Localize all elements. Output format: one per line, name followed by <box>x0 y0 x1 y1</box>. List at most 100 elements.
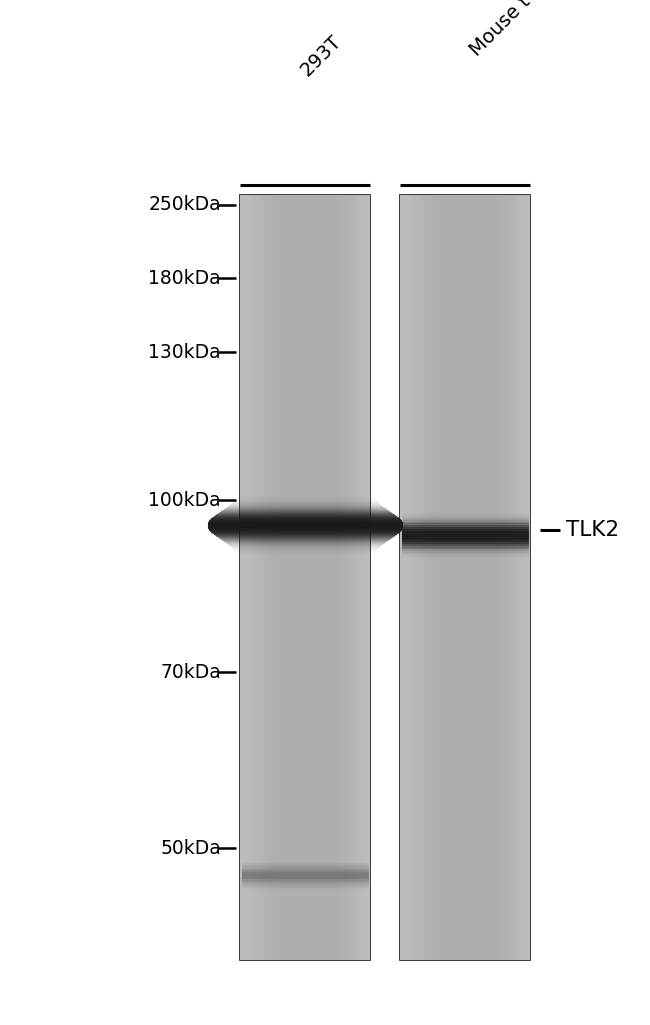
Bar <box>521 195 523 960</box>
Bar <box>342 195 344 960</box>
Bar <box>264 195 266 960</box>
Bar <box>495 195 497 960</box>
Text: 250kDa: 250kDa <box>148 196 221 214</box>
Bar <box>400 195 402 960</box>
Bar <box>471 195 474 960</box>
Bar <box>502 195 504 960</box>
Bar <box>404 195 406 960</box>
Bar <box>409 195 411 960</box>
Bar <box>465 195 467 960</box>
Bar <box>316 195 318 960</box>
Bar <box>283 195 285 960</box>
Bar <box>281 195 283 960</box>
Bar <box>298 195 301 960</box>
Bar <box>493 195 495 960</box>
Bar <box>318 195 320 960</box>
Bar <box>340 195 342 960</box>
Bar <box>311 195 314 960</box>
Bar <box>476 195 478 960</box>
Bar <box>320 195 322 960</box>
Bar <box>270 195 272 960</box>
Bar <box>435 195 437 960</box>
Bar <box>456 195 458 960</box>
Text: Mouse testis: Mouse testis <box>467 0 567 60</box>
Bar <box>422 195 424 960</box>
Bar <box>415 195 417 960</box>
Bar <box>491 195 493 960</box>
Bar <box>251 195 253 960</box>
Bar <box>255 195 257 960</box>
Bar <box>355 195 357 960</box>
Bar <box>301 195 303 960</box>
Bar <box>277 195 279 960</box>
Text: 293T: 293T <box>296 32 345 80</box>
Bar <box>458 195 461 960</box>
Bar <box>327 195 329 960</box>
Bar <box>500 195 502 960</box>
Bar <box>432 195 435 960</box>
Bar <box>361 195 363 960</box>
Bar <box>413 195 415 960</box>
Bar <box>411 195 413 960</box>
Bar <box>279 195 281 960</box>
Bar <box>400 195 530 960</box>
Bar <box>528 195 530 960</box>
Bar <box>480 195 482 960</box>
Bar <box>523 195 526 960</box>
Bar <box>368 195 370 960</box>
Bar <box>359 195 361 960</box>
Bar <box>526 195 528 960</box>
Bar <box>240 195 242 960</box>
Bar <box>448 195 450 960</box>
Bar <box>353 195 355 960</box>
Bar <box>519 195 521 960</box>
Bar <box>430 195 432 960</box>
Bar <box>487 195 489 960</box>
Bar <box>417 195 419 960</box>
Bar <box>324 195 327 960</box>
Bar <box>445 195 448 960</box>
Bar <box>346 195 348 960</box>
Bar <box>474 195 476 960</box>
Bar <box>272 195 275 960</box>
Bar <box>482 195 484 960</box>
Bar <box>437 195 439 960</box>
Bar <box>285 195 288 960</box>
Bar <box>469 195 471 960</box>
Bar <box>335 195 337 960</box>
Bar <box>441 195 443 960</box>
Bar <box>450 195 452 960</box>
Bar <box>363 195 366 960</box>
Bar <box>504 195 506 960</box>
Bar <box>515 195 517 960</box>
Bar <box>461 195 463 960</box>
Bar <box>242 195 244 960</box>
Bar <box>257 195 259 960</box>
Bar <box>240 195 370 960</box>
Bar <box>428 195 430 960</box>
Bar <box>497 195 500 960</box>
Bar <box>307 195 309 960</box>
Bar <box>402 195 404 960</box>
Bar <box>314 195 316 960</box>
Bar <box>329 195 331 960</box>
Bar <box>517 195 519 960</box>
Bar <box>292 195 294 960</box>
Bar <box>484 195 487 960</box>
Bar <box>322 195 324 960</box>
Bar <box>426 195 428 960</box>
Bar <box>249 195 251 960</box>
Bar <box>467 195 469 960</box>
Text: 130kDa: 130kDa <box>148 342 221 362</box>
Bar <box>309 195 311 960</box>
Bar <box>419 195 422 960</box>
Bar <box>303 195 305 960</box>
Bar <box>489 195 491 960</box>
Bar <box>244 195 246 960</box>
Bar <box>478 195 480 960</box>
Bar <box>253 195 255 960</box>
Bar <box>366 195 368 960</box>
Bar <box>454 195 456 960</box>
Bar <box>357 195 359 960</box>
Bar <box>443 195 445 960</box>
